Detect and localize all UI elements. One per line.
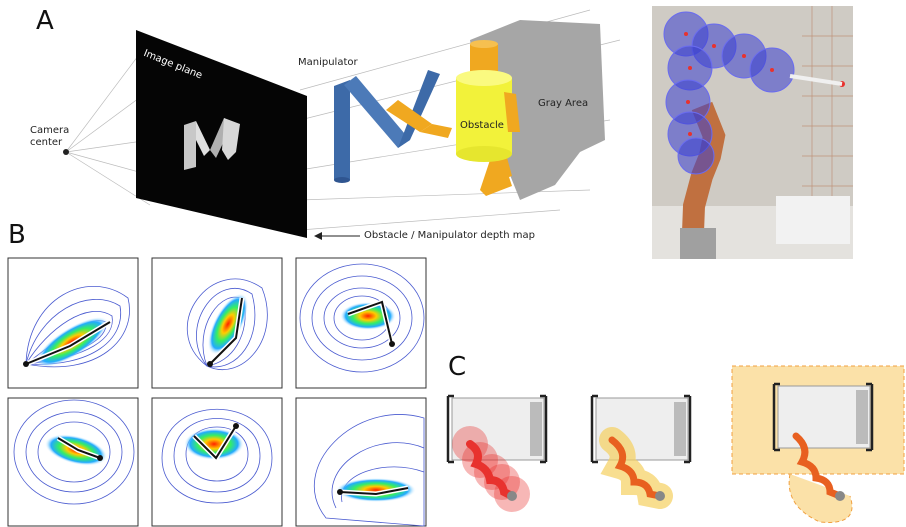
manipulator-projection — [184, 118, 240, 170]
manipulator-label: Manipulator — [298, 57, 358, 68]
panel-a-scene — [63, 9, 621, 240]
panel-c-scenes — [446, 365, 905, 523]
manipulator-shape — [334, 70, 440, 183]
contour-plot-3 — [295, 257, 427, 389]
obstacle-label: Obstacle — [460, 120, 504, 131]
robot-photo — [652, 6, 853, 259]
camera-center-dot — [63, 149, 69, 155]
gray-area-label: Gray Area — [538, 98, 589, 109]
contour-plot-4 — [7, 397, 139, 527]
camera-center-label-2: center — [30, 137, 63, 148]
depth-map-arrow — [314, 232, 360, 240]
contour-plot-1 — [7, 257, 139, 389]
scene-2-safe — [590, 394, 692, 509]
depth-map-label: Obstacle / Manipulator depth map — [364, 230, 535, 241]
panel-label-a: A — [36, 6, 54, 36]
contour-plot-5 — [151, 397, 283, 527]
contour-plot-6 — [295, 397, 427, 527]
camera-center-label-1: Camera — [30, 125, 70, 136]
contour-plot-2 — [151, 257, 283, 389]
panel-label-b: B — [8, 220, 26, 250]
panel-b-grid — [7, 257, 427, 527]
obstacle-shape — [456, 70, 520, 162]
panel-label-c: C — [448, 352, 467, 382]
scene-3-region — [731, 365, 905, 523]
scene-1-danger — [446, 394, 548, 512]
